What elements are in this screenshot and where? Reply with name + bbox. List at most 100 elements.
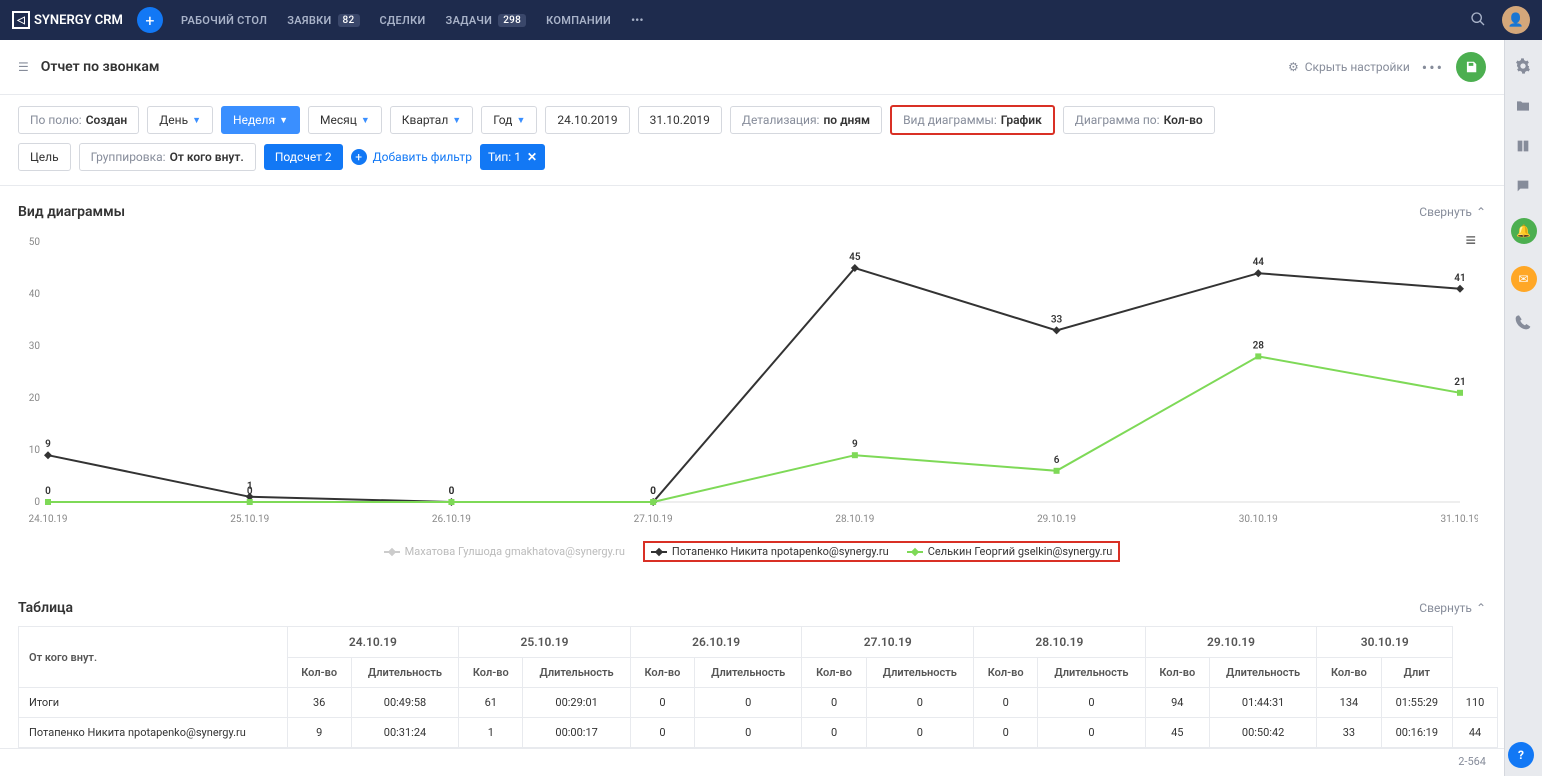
table-header-rowname: От кого внут. [19,627,288,688]
gear-icon[interactable] [1515,58,1533,76]
nav-requests-badge: 82 [338,14,360,27]
chart-container: ≡ 0102030405024.10.1925.10.1926.10.1927.… [0,230,1504,582]
period-week[interactable]: Неделя ▼ [221,106,300,134]
svg-text:6: 6 [1054,455,1060,466]
top-nav: ◁ SYNERGY CRM + РАБОЧИЙ СТОЛ ЗАЯВКИ82 СД… [0,0,1542,40]
phone-icon[interactable] [1515,314,1533,332]
svg-text:45: 45 [849,252,861,263]
svg-text:0: 0 [449,486,455,497]
close-icon[interactable]: ✕ [527,150,537,164]
chart-by-filter[interactable]: Диаграмма по: Кол-во [1063,106,1215,134]
svg-text:30: 30 [29,341,41,352]
svg-text:0: 0 [45,486,51,497]
chevron-up-icon: ⌃ [1476,601,1486,615]
table-header-sub: Длительность [1209,658,1316,688]
nav-more[interactable]: ••• [631,14,644,27]
svg-text:29.10.19: 29.10.19 [1037,514,1076,525]
table-header-sub: Длительность [1038,658,1145,688]
add-button[interactable]: + [137,7,163,33]
goal-filter[interactable]: Цель [18,143,71,171]
period-year[interactable]: Год ▼ [481,106,537,134]
table-section-header: Таблица Свернуть ⌃ [0,582,1504,626]
chart-collapse-link[interactable]: Свернуть ⌃ [1419,205,1486,219]
table-header-sub: Кол-во [974,658,1038,688]
table-header-sub: Длительность [695,658,802,688]
table-header-date: 30.10.19 [1317,627,1453,658]
date-from-input[interactable]: 24.10.2019 [545,106,629,134]
help-fab[interactable]: ? [1508,742,1534,768]
chart-type-filter[interactable]: Вид диаграммы: График [890,105,1055,135]
table-header-sub: Кол-во [630,658,694,688]
nav-workspace[interactable]: РАБОЧИЙ СТОЛ [181,14,267,27]
chart-legend: Махатова Гулшода gmakhatova@synergy.ru П… [18,541,1486,562]
folder-icon[interactable] [1515,98,1533,116]
nav-tasks[interactable]: ЗАДАЧИ298 [446,14,527,27]
detail-filter[interactable]: Детализация: по дням [730,106,882,134]
table-header-sub: Кол-во [287,658,351,688]
chat-icon[interactable] [1515,178,1533,196]
bell-icon[interactable]: 🔔 [1511,218,1537,244]
nav-deals[interactable]: СДЕЛКИ [380,14,426,27]
svg-text:30.10.19: 30.10.19 [1239,514,1278,525]
chart-section-header: Вид диаграммы Свернуть ⌃ [0,186,1504,230]
chart-menu-icon[interactable]: ≡ [1465,230,1476,251]
svg-text:25.10.19: 25.10.19 [230,514,269,525]
svg-text:33: 33 [1051,314,1063,325]
chevron-down-icon: ▼ [452,115,461,126]
type-tag[interactable]: Тип: 1✕ [480,144,545,170]
field-filter[interactable]: По полю: Создан [18,106,139,134]
svg-text:21: 21 [1454,377,1465,388]
svg-text:10: 10 [29,445,41,456]
line-chart: 0102030405024.10.1925.10.1926.10.1927.10… [18,230,1478,530]
mail-icon[interactable]: ✉ [1511,266,1537,292]
table-header-sub: Длительность [351,658,458,688]
table-header-sub: Длит [1381,658,1453,688]
menu-icon[interactable]: ☰ [18,60,29,74]
nav-tasks-badge: 298 [498,14,526,27]
table-section-title: Таблица [18,600,73,616]
grouping-filter[interactable]: Группировка: От кого внут. [79,143,256,171]
more-icon[interactable]: ••• [1422,58,1444,77]
search-icon[interactable] [1470,11,1486,30]
table-header-sub: Кол-во [1317,658,1381,688]
svg-text:31.10.19: 31.10.19 [1441,514,1479,525]
period-day[interactable]: День ▼ [147,106,213,134]
nav-requests[interactable]: ЗАЯВКИ82 [287,14,359,27]
svg-text:50: 50 [29,237,41,248]
table-header-sub: Кол-во [1145,658,1209,688]
legend-item-0[interactable]: Махатова Гулшода gmakhatova@synergy.ru [384,541,625,562]
table-header-sub: Кол-во [802,658,866,688]
chevron-down-icon: ▼ [361,115,370,126]
table-header-date: 28.10.19 [974,627,1146,658]
legend-item-1[interactable]: Потапенко Никита npotapenko@synergy.ru [651,545,889,558]
svg-text:44: 44 [1253,257,1265,268]
period-quarter[interactable]: Квартал ▼ [390,106,473,134]
svg-text:0: 0 [650,486,656,497]
svg-text:0: 0 [34,497,40,508]
avatar[interactable]: 👤 [1502,6,1530,34]
plus-icon: + [351,149,367,165]
brand-text: SYNERGY CRM [34,13,123,28]
gear-icon: ⚙ [1288,60,1299,74]
nav-companies[interactable]: КОМПАНИИ [546,14,611,27]
svg-text:24.10.19: 24.10.19 [29,514,68,525]
date-to-input[interactable]: 31.10.2019 [638,106,722,134]
count-button[interactable]: Подсчет 2 [264,144,343,170]
table-row: Итоги3600:49:586100:29:010000009401:44:3… [19,688,1498,718]
right-rail: 🔔 ✉ ? [1504,40,1542,776]
hide-settings-link[interactable]: ⚙ Скрыть настройки [1288,60,1410,74]
svg-text:20: 20 [29,393,41,404]
legend-item-2[interactable]: Селькин Георгий gselkin@synergy.ru [907,545,1113,558]
svg-text:40: 40 [29,289,41,300]
table-collapse-link[interactable]: Свернуть ⌃ [1419,601,1486,615]
svg-text:27.10.19: 27.10.19 [634,514,673,525]
book-icon[interactable] [1515,138,1533,156]
add-filter-button[interactable]: +Добавить фильтр [351,149,472,165]
logo-icon: ◁ [12,11,30,29]
period-month[interactable]: Месяц ▼ [308,106,382,134]
svg-text:0: 0 [247,486,253,497]
brand-logo[interactable]: ◁ SYNERGY CRM [12,11,123,29]
table-row: Потапенко Никита npotapenko@synergy.ru90… [19,718,1498,748]
svg-text:28.10.19: 28.10.19 [835,514,874,525]
save-button[interactable] [1456,52,1486,82]
